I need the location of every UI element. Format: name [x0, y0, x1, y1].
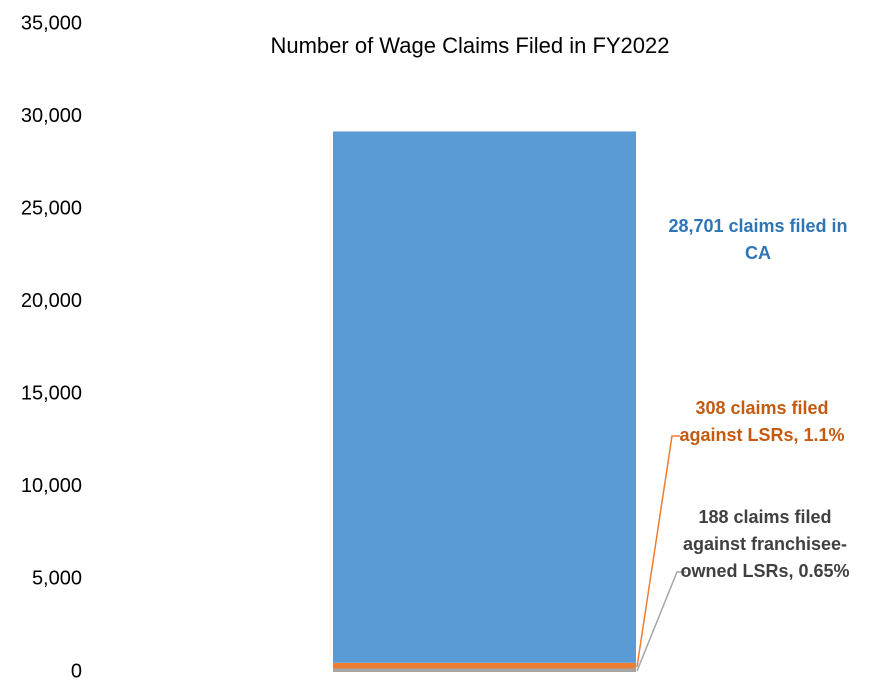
y-tick-label: 10,000	[21, 475, 82, 497]
y-tick-label: 25,000	[21, 197, 82, 219]
bar-segment	[333, 668, 636, 672]
y-tick-label: 15,000	[21, 383, 82, 405]
y-tick-label: 0	[71, 660, 82, 682]
leader-line	[636, 435, 680, 668]
y-tick-label: 30,000	[21, 105, 82, 127]
bar-segment	[333, 662, 636, 669]
bar-segment	[333, 131, 636, 663]
y-tick-label: 5,000	[32, 568, 82, 590]
data-label: 308 claims filed against LSRs, 1.1%	[679, 398, 845, 445]
leader-line	[636, 571, 686, 672]
y-tick-label: 35,000	[21, 12, 82, 34]
data-label: 28,701 claims filed in CA	[668, 216, 848, 263]
y-tick-label: 20,000	[21, 290, 82, 312]
data-label: 188 claims filed against franchisee-owne…	[680, 507, 850, 581]
chart-title: Number of Wage Claims Filed in FY2022	[270, 33, 669, 58]
